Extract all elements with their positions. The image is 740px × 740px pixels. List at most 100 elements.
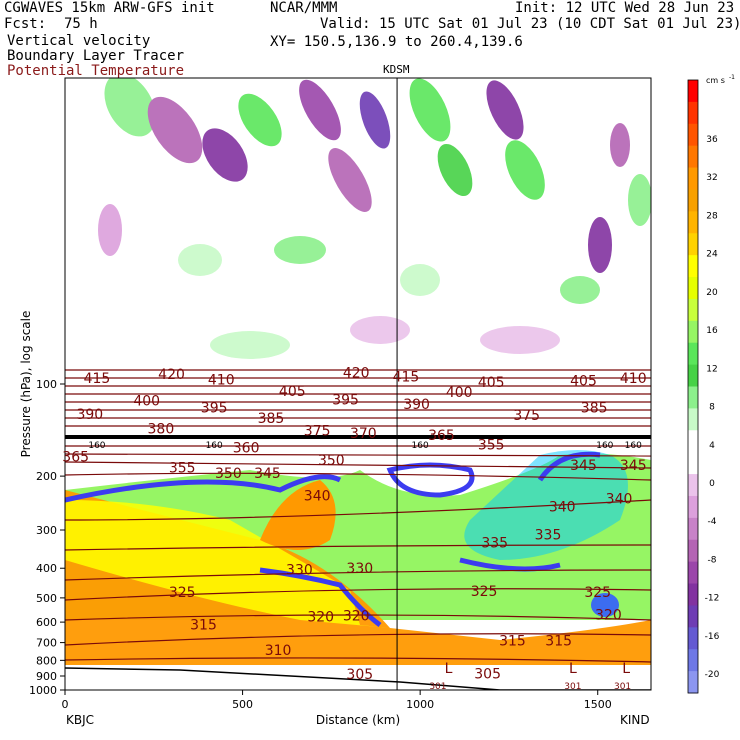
theta-contour-label: 370 xyxy=(350,426,377,442)
theta-contour-label: 315 xyxy=(190,617,217,633)
theta-contour-label: 400 xyxy=(133,394,160,410)
vertical-velocity-field xyxy=(65,78,651,690)
theta-contour-label: 360 xyxy=(233,441,260,457)
y-tick-label: 300 xyxy=(36,524,57,537)
theta-contour-label: 410 xyxy=(620,371,647,387)
y-tick-label: 1000 xyxy=(29,684,57,697)
y-tick-label: 200 xyxy=(36,470,57,483)
colorbar-tick-label: 32 xyxy=(706,173,717,183)
y-tick-label: 700 xyxy=(36,637,57,650)
theta-contour-label: 405 xyxy=(478,375,505,391)
y-tick-label: 800 xyxy=(36,654,57,667)
station-label-kdsm: KDSM xyxy=(383,63,410,76)
low-pressure-label: L xyxy=(622,661,630,677)
colorbar-swatch xyxy=(688,583,698,606)
theta-contour-label: 350 xyxy=(215,466,242,482)
colorbar-swatch xyxy=(688,255,698,278)
colorbar-tick-label: -4 xyxy=(708,517,717,527)
theta-contour-label: 350 xyxy=(318,453,345,469)
theta-contour-label: 375 xyxy=(513,408,540,424)
theta-contour-label: 415 xyxy=(84,371,111,387)
init-time: Init: 12 UTC Wed 28 Jun 23 xyxy=(515,0,735,16)
colorbar-swatch xyxy=(688,649,698,672)
theta-contour-label: 415 xyxy=(393,370,420,386)
theta-contour-label: 320 xyxy=(595,607,622,623)
theta-contour-label: 385 xyxy=(258,411,285,427)
y-axis-title: Pressure (hPa), log scale xyxy=(19,311,33,458)
colorbar-tick-label: 36 xyxy=(706,135,718,145)
y-tick-label: 900 xyxy=(36,670,57,683)
colorbar-swatch xyxy=(688,408,698,431)
colorbar-swatch xyxy=(688,561,698,585)
colorbar-swatch xyxy=(688,123,698,147)
colorbar-swatch xyxy=(688,517,698,541)
colorbar-frame xyxy=(687,79,699,694)
colorbar-tick-label: -16 xyxy=(705,632,720,642)
field-label-vertical-velocity: Vertical velocity xyxy=(7,33,151,49)
colorbar-tick-label: 4 xyxy=(709,441,715,451)
colorbar-tick-label: 12 xyxy=(706,364,717,374)
colorbar-swatch xyxy=(688,364,698,387)
theta-contour-label: 365 xyxy=(62,449,89,465)
right-station-label: KIND xyxy=(620,713,650,727)
colorbar-tick-label: -12 xyxy=(705,594,720,604)
surface-theta-label: 301 xyxy=(614,682,631,692)
tropopause-label: 160 xyxy=(88,441,105,451)
theta-contour-label: 410 xyxy=(208,372,235,388)
theta-contour-label: 345 xyxy=(620,458,647,474)
theta-contour-label: 345 xyxy=(254,466,281,482)
surface-theta-label: 301 xyxy=(429,682,446,692)
colorbar-swatch xyxy=(688,189,698,212)
x-tick-label: 0 xyxy=(62,698,69,711)
colorbar-tick-label: 20 xyxy=(706,288,718,298)
colorbar-swatch xyxy=(688,342,698,366)
colorbar-tick-label: 8 xyxy=(709,403,715,413)
colorbar-swatch xyxy=(688,474,698,497)
theta-contour-label: 395 xyxy=(201,400,228,416)
colorbar-swatch xyxy=(688,495,698,519)
theta-contour-label: 365 xyxy=(428,428,455,444)
colorbar-swatch xyxy=(688,386,698,409)
theta-contour-label: 355 xyxy=(169,460,196,476)
colorbar-tick-label: -8 xyxy=(708,555,717,565)
theta-contour-label: 390 xyxy=(76,407,103,423)
theta-contour-label: 355 xyxy=(478,437,505,453)
field-label-boundary-layer-tracer: Boundary Layer Tracer xyxy=(7,48,185,64)
colorbar-tick-label: 16 xyxy=(706,326,718,336)
y-tick-label: 100 xyxy=(36,378,57,391)
colorbar-tick-label: 0 xyxy=(709,479,715,489)
theta-contour-label: 315 xyxy=(545,634,572,650)
colorbar-swatch xyxy=(688,80,698,103)
theta-contour-label: 335 xyxy=(535,527,562,543)
surface-theta-label: 301 xyxy=(564,682,581,692)
colorbar-swatch xyxy=(688,101,698,125)
theta-contour-label: 320 xyxy=(343,609,370,625)
colorbar-tick-label: 24 xyxy=(706,250,718,260)
colorbar-swatch xyxy=(688,211,698,234)
theta-contour-label: 380 xyxy=(148,422,175,438)
colorbar-swatch xyxy=(688,145,698,169)
tropopause-label: 160 xyxy=(412,441,429,451)
theta-contour-label: 320 xyxy=(307,610,334,626)
forecast-label: Fcst: xyxy=(4,16,47,32)
theta-contour-label: 390 xyxy=(403,397,430,413)
theta-contour-label: 305 xyxy=(474,666,501,682)
left-station-label: KBJC xyxy=(66,713,94,727)
xy-coordinates: XY= 150.5,136.9 to 260.4,139.6 xyxy=(270,34,523,50)
colorbar-swatch xyxy=(688,320,698,344)
colorbar-tick-label: -20 xyxy=(705,670,720,680)
tropopause-label: 160 xyxy=(206,441,223,451)
theta-contour-label: 335 xyxy=(481,536,508,552)
colorbar-swatch xyxy=(688,298,698,322)
theta-contour-label: 385 xyxy=(581,400,608,416)
theta-contour-label: 325 xyxy=(584,585,611,601)
colorbar-swatch xyxy=(688,430,698,453)
theta-contour-label: 305 xyxy=(346,667,373,683)
theta-contour-label: 340 xyxy=(304,489,331,505)
colorbar-swatch xyxy=(688,452,698,475)
tropopause-label: 160 xyxy=(625,441,642,451)
theta-contour-label: 420 xyxy=(343,365,370,381)
colorbar-tick-label: 28 xyxy=(706,211,718,221)
theta-contour-label: 325 xyxy=(471,584,498,600)
